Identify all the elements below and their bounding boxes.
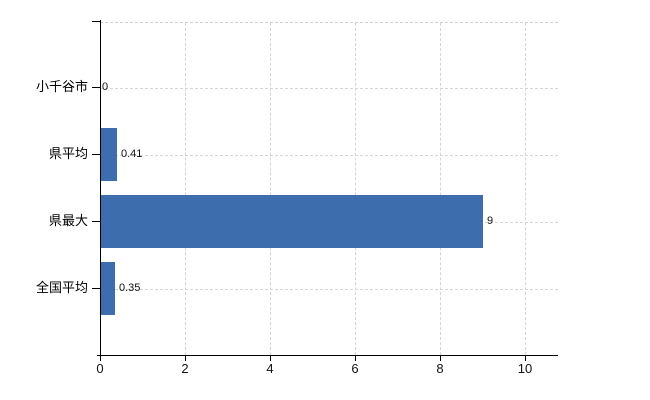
x-tick-label: 2 [181,361,189,376]
horizontal-gridline [100,155,558,156]
y-axis-tick [92,87,100,88]
y-axis-tick [92,154,100,155]
horizontal-gridline [100,88,558,89]
x-axis-tick [355,355,356,361]
bar [100,128,117,181]
value-label: 0 [102,81,109,93]
category-label: 全国平均 [35,280,88,295]
value-label: 0.35 [119,282,141,294]
vertical-gridline [440,23,441,355]
bar [100,262,115,315]
category-label: 県平均 [48,146,88,161]
x-axis-tick [440,355,441,361]
x-tick-label: 8 [436,361,444,376]
x-axis-tick [185,355,186,361]
category-label: 小千谷市 [35,79,88,94]
category-label: 県最大 [48,213,88,228]
value-label: 0.41 [121,148,143,160]
value-label: 9 [487,215,494,227]
x-tick-label: 0 [96,361,104,376]
y-axis-tick [92,288,100,289]
horizontal-gridline [100,289,558,290]
vertical-gridline [270,23,271,355]
vertical-gridline [185,23,186,355]
vertical-gridline [525,23,526,355]
plot-area: 0 0.41 9 0.35 [100,22,558,355]
bar [100,195,483,248]
x-tick-label: 4 [266,361,274,376]
x-axis [97,355,558,356]
vertical-gridline [355,23,356,355]
x-tick-label: 6 [351,361,359,376]
x-axis-tick [525,355,526,361]
y-axis-end-tick [92,21,100,22]
y-axis-tick [92,221,100,222]
y-axis [100,20,101,355]
x-axis-tick [270,355,271,361]
x-tick-label: 10 [517,361,533,376]
x-axis-tick [100,355,101,361]
